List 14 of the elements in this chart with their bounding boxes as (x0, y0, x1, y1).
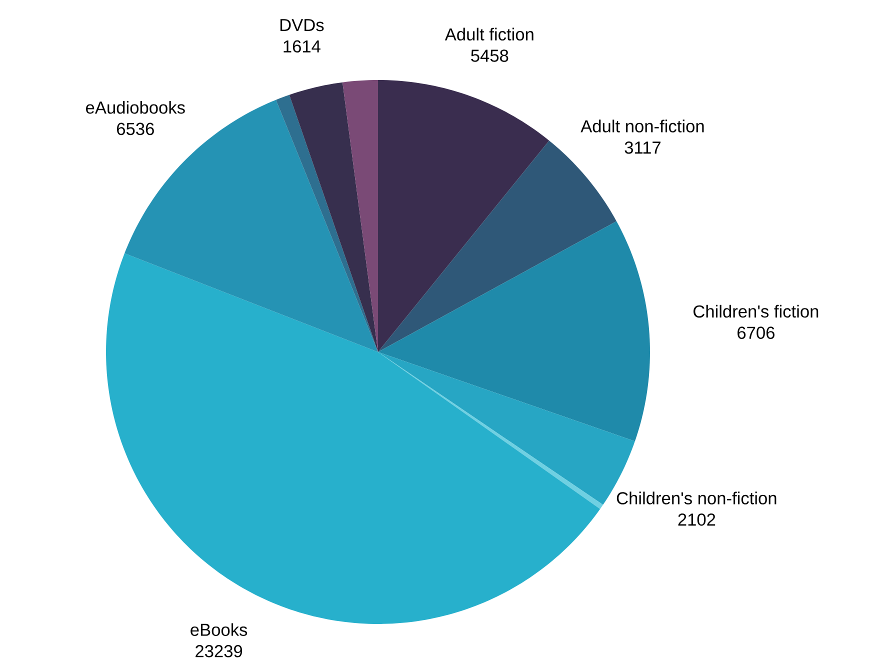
data-label: 3117 (624, 141, 660, 154)
data-label: 5458 (471, 50, 508, 62)
data-label: 6706 (738, 326, 774, 339)
slice-label: Adult non-fiction (580, 120, 704, 132)
slice-label: Children's non-fiction (616, 492, 776, 504)
data-label: 2102 (678, 513, 716, 526)
slice-label: Adult fiction (444, 28, 534, 41)
data-label: 23239 (196, 645, 242, 658)
slice-label: eBooks (190, 623, 248, 636)
slice-label: DVDs (280, 19, 324, 32)
slice-label: Children's fiction (694, 304, 818, 318)
data-label: 1614 (284, 40, 320, 53)
data-label: 6536 (117, 122, 154, 136)
slice-label: eAudiobooks (86, 101, 185, 114)
